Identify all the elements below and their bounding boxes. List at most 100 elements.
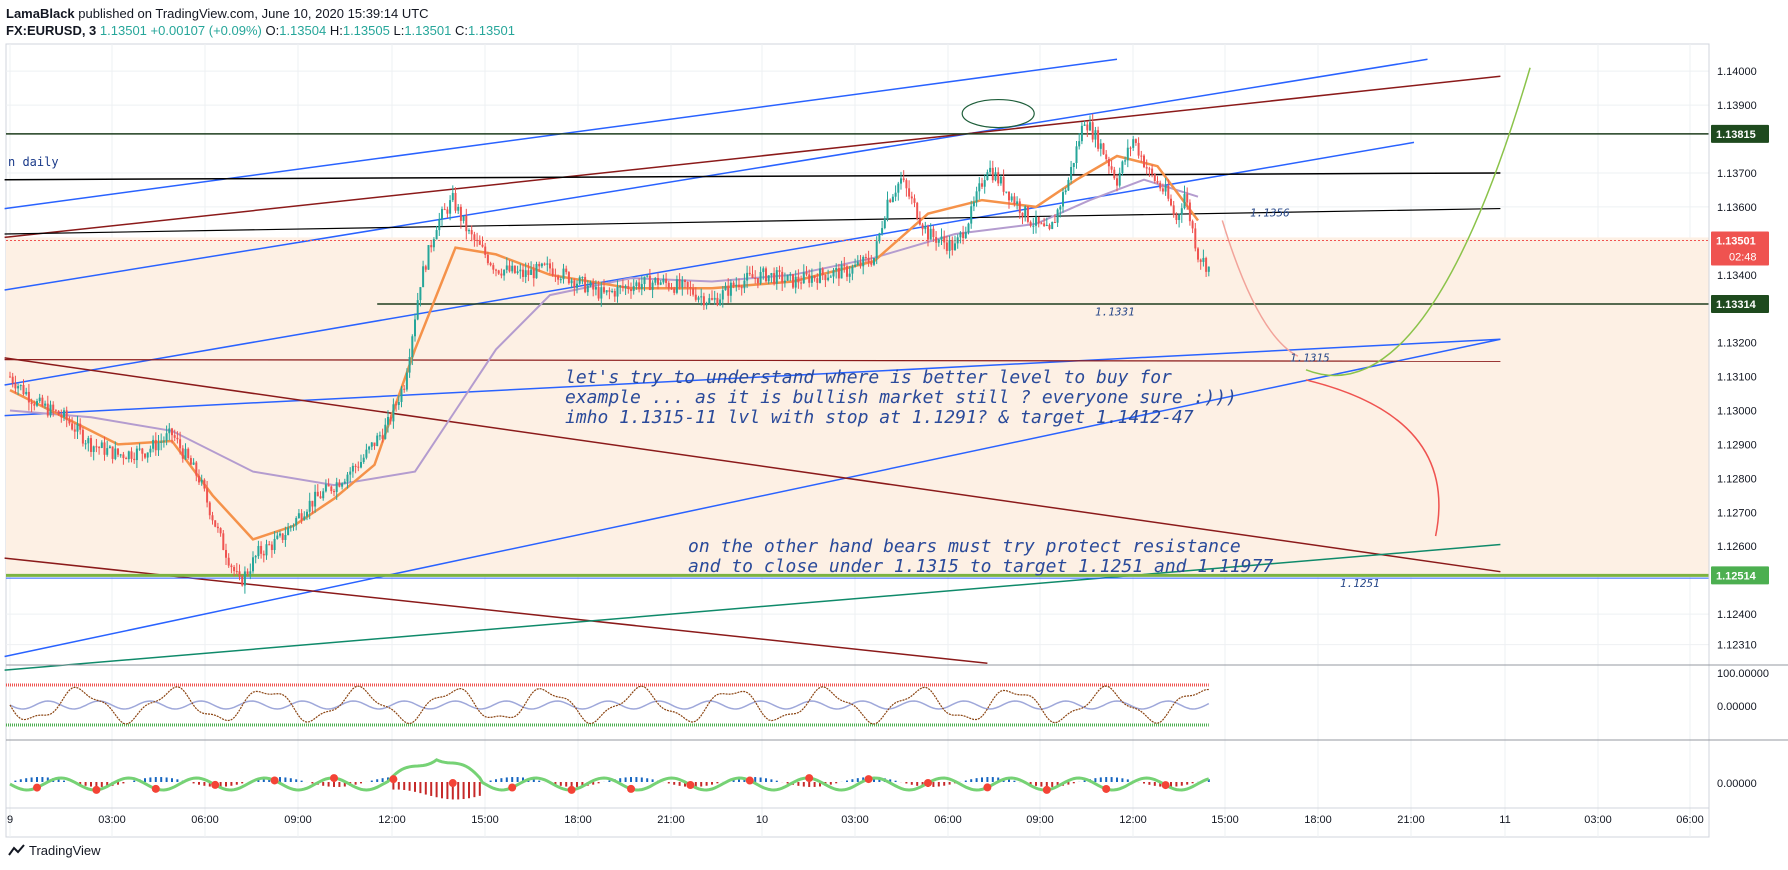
candle-body (135, 448, 138, 461)
author-name[interactable]: LamaBlack (6, 6, 75, 21)
candle-body (144, 453, 146, 458)
candle-body (81, 429, 84, 444)
candle-body (457, 206, 460, 211)
candle-body (238, 571, 241, 577)
candle-body (138, 448, 141, 450)
candle-body (713, 297, 716, 300)
candle-body (932, 228, 935, 238)
candle-body (246, 571, 249, 574)
candle-body (1024, 206, 1027, 217)
candle-body (794, 276, 797, 288)
annotations: 1.1356 1.1331 1.1315 1.1251 n daily (8, 67, 1531, 590)
candle-body (316, 491, 319, 497)
candle-body (1091, 122, 1094, 140)
candle-body (1110, 166, 1113, 170)
candle-body (929, 228, 932, 240)
price-axis[interactable]: 1.14000 1.13900 1.13700 1.13600 1.13400 1.132… (1708, 44, 1769, 837)
last-price: 1.13501 (99, 23, 147, 38)
candle-body (1056, 209, 1059, 223)
candle-body (673, 288, 676, 293)
candle-body (643, 276, 646, 285)
time-axis[interactable]: 9 03:00 06:00 09:00 12:00 15:00 18:00 21:00 10 03… (6, 807, 1709, 826)
candle-body (770, 273, 773, 276)
candle-body (894, 192, 897, 197)
indicator-pane: 0.00000 (9, 758, 1757, 800)
candle-body (181, 448, 184, 459)
price-tick-label: 1.12900 (1717, 439, 1757, 451)
candle-body (651, 282, 654, 290)
candle-body (700, 296, 703, 298)
candle-body (481, 244, 484, 247)
price-tick-label: 1.13100 (1717, 372, 1757, 384)
candle-body (284, 534, 287, 540)
candle-body (57, 410, 60, 416)
candle-body (438, 218, 441, 231)
candle-body (400, 388, 403, 402)
candle-body (308, 500, 311, 512)
candle-body (1172, 205, 1175, 215)
candle-body (432, 239, 435, 248)
candle-body (430, 245, 433, 248)
candle-body (1005, 191, 1008, 193)
candle-body (54, 410, 57, 412)
candle-body (675, 279, 678, 293)
candle-body (408, 356, 411, 373)
candle-body (459, 206, 462, 221)
candle-body (49, 404, 52, 416)
level-badge-label: 1.13314 (1716, 299, 1757, 311)
candle-body (792, 274, 794, 288)
level-annotation: 1.1251 (1340, 577, 1380, 590)
projection-curve-bear (1305, 379, 1440, 537)
candle-body (600, 287, 603, 299)
highlight-ellipse (961, 98, 1035, 129)
price-tick-label: 1.12400 (1717, 609, 1757, 621)
candle-body (484, 246, 487, 255)
candle-body (994, 172, 997, 181)
candle-body (354, 465, 357, 467)
note-line: imho 1.1315-11 lvl with stop at 1.1291? … (565, 407, 1194, 428)
candle-body (446, 209, 449, 214)
candle-body (802, 272, 805, 284)
symbol-name[interactable]: FX:EURUSD, 3 (6, 23, 97, 38)
candle-body (171, 428, 173, 436)
candle-body (937, 239, 940, 243)
candle-body (257, 545, 260, 557)
candle-body (535, 263, 538, 279)
candle-body (260, 545, 263, 554)
candle-body (970, 206, 973, 224)
candle-body (735, 284, 738, 287)
candle-body (708, 298, 711, 304)
candle-body (36, 401, 38, 406)
candle-body (1089, 122, 1091, 131)
candle-body (268, 544, 271, 546)
candle-body (897, 183, 900, 193)
candle-body (891, 196, 894, 203)
candle-body (592, 281, 595, 290)
candle-body (1102, 143, 1105, 155)
candle-body (127, 451, 130, 460)
candle-body (95, 446, 98, 448)
candle-body (179, 439, 182, 449)
candle-body (87, 438, 90, 444)
indicator-dot (211, 780, 220, 789)
candle-body (913, 198, 916, 203)
time-tick-label: 03:00 (841, 814, 869, 826)
candle-body (19, 385, 22, 387)
candle-body (746, 272, 749, 281)
candle-body (835, 267, 838, 271)
candle-body (295, 518, 298, 526)
candle-body (997, 172, 1000, 184)
candle-body (956, 237, 959, 244)
candle-body (360, 461, 362, 468)
candle-body (573, 280, 576, 288)
note-line: example ... as it is bullish market stil… (565, 387, 1237, 408)
tradingview-logo[interactable]: TradingView (8, 843, 101, 859)
candle-body (729, 282, 732, 296)
level-annotation: 1.1315 (1290, 352, 1330, 365)
candle-body (1143, 155, 1145, 168)
candle-body (333, 491, 335, 493)
candle-body (832, 270, 835, 277)
candle-body (125, 458, 128, 460)
candle-body (581, 277, 584, 279)
